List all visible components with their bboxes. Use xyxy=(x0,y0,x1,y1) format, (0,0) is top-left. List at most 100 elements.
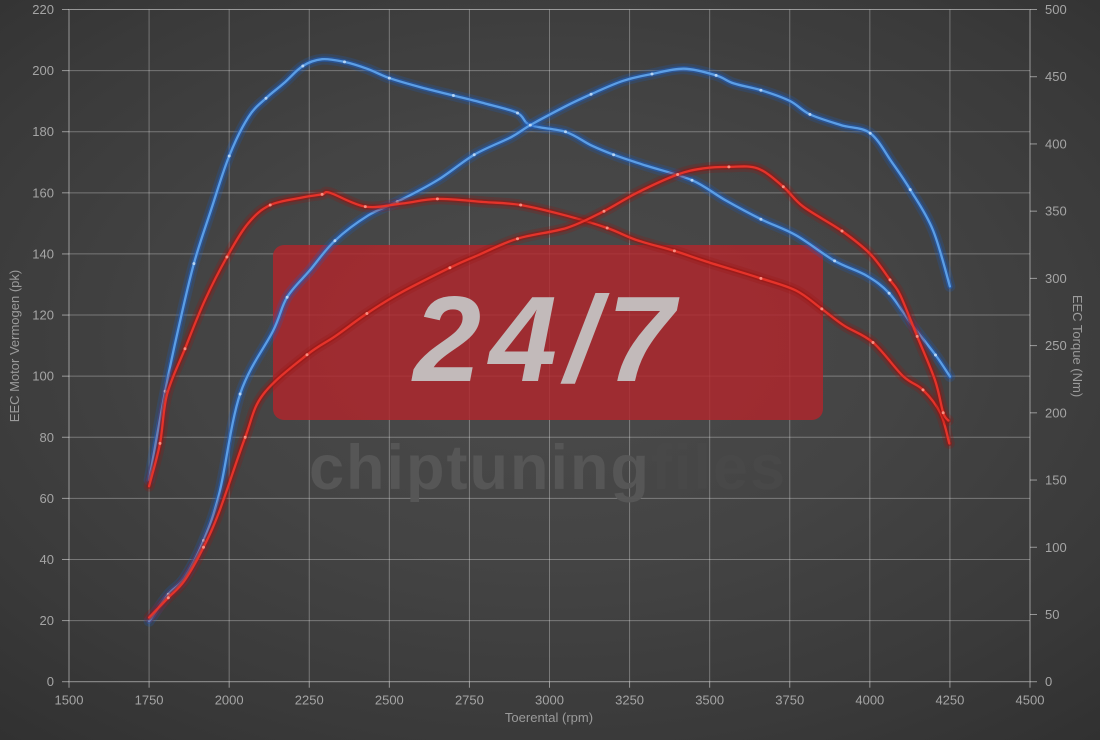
curve-power-curve-2 xyxy=(143,160,954,623)
watermark-logo-text: 24/7 xyxy=(411,271,682,407)
y-left-tick-label: 0 xyxy=(47,674,54,689)
curve-marker-dot xyxy=(472,153,476,157)
curve-marker-dot xyxy=(519,203,523,207)
plot-frame xyxy=(68,9,1031,683)
y-left-tick-label: 220 xyxy=(32,2,54,17)
y-right-tick-label: 200 xyxy=(1045,405,1067,420)
curve-marker-dot xyxy=(833,259,837,263)
x-tick-label: 2500 xyxy=(375,693,404,708)
y-right-tick-label: 500 xyxy=(1045,2,1067,17)
curve-marker-dot xyxy=(528,123,532,127)
y-left-tick-label: 80 xyxy=(40,430,54,445)
curve-marker-dot xyxy=(908,188,912,192)
curve-marker-dot xyxy=(202,545,205,549)
curve-marker-dot xyxy=(268,203,272,207)
curve-marker-dot xyxy=(690,178,694,182)
curve-marker-dot xyxy=(264,96,268,100)
y-right-tick-label: 350 xyxy=(1045,204,1067,219)
x-tick-label: 2000 xyxy=(215,693,244,708)
curve-marker-dot xyxy=(921,388,925,392)
y-left-tick-label: 100 xyxy=(32,369,54,384)
curve-marker-dot xyxy=(158,441,162,445)
curve-marker-dot xyxy=(759,276,763,280)
y-right-tick-label: 150 xyxy=(1045,473,1067,488)
curve-marker-dot xyxy=(435,197,439,201)
y-right-tick-label: 0 xyxy=(1045,674,1052,689)
x-tick-label: 3000 xyxy=(535,693,564,708)
watermark: 24/7 chiptuningfiles xyxy=(273,245,823,503)
curve-marker-dot xyxy=(365,312,369,315)
watermark-brand-text: chiptuningfiles xyxy=(309,433,787,503)
curve-marker-dot xyxy=(650,72,654,76)
x-tick-label: 4000 xyxy=(855,693,884,708)
watermark-brand-bold: chiptuning xyxy=(309,433,651,503)
curve-marker-dot xyxy=(820,307,824,311)
y-left-tick-label: 180 xyxy=(32,124,54,139)
curve-core xyxy=(147,190,951,488)
curve-marker-dot xyxy=(516,237,519,241)
x-tick-label: 4500 xyxy=(1016,693,1045,708)
x-tick-label: 1750 xyxy=(135,693,164,708)
y-left-axis-title: EEC Motor Vermogen (pk) xyxy=(7,270,22,422)
y-left-tick-label: 60 xyxy=(40,491,54,506)
curve-marker-dot xyxy=(333,239,337,243)
y-right-tick-label: 100 xyxy=(1045,540,1067,555)
y-right-tick-label: 400 xyxy=(1045,136,1067,151)
curve-marker-dot xyxy=(605,226,609,230)
y-left-tick-label: 160 xyxy=(32,185,54,200)
curve-marker-dot xyxy=(301,64,305,68)
y-right-tick-label: 300 xyxy=(1045,271,1067,286)
curve-marker-dot xyxy=(727,165,731,169)
curve-marker-dot xyxy=(887,291,891,295)
curve-marker-dot xyxy=(781,185,785,189)
curve-marker-dot xyxy=(516,111,519,115)
x-axis-title: Toerental (rpm) xyxy=(505,710,593,725)
curve-marker-dot xyxy=(243,435,247,439)
curve-power-curve-1 xyxy=(143,186,955,492)
curves-layer xyxy=(143,53,956,627)
curve-torque-curve-2 xyxy=(143,63,956,627)
curve-marker-dot xyxy=(166,596,170,600)
curve-marker-dot xyxy=(305,353,309,357)
curve-marker-dot xyxy=(759,217,763,221)
curve-marker-dot xyxy=(227,154,231,158)
curve-marker-dot xyxy=(612,153,616,157)
curve-marker-dot xyxy=(451,94,455,97)
curve-marker-dot xyxy=(564,130,567,134)
axis-frame-layer: 1500 1750 2000 2250 2500 2750 3000 3250 3500 3750… xyxy=(32,2,1066,708)
curve-marker-dot xyxy=(238,392,242,396)
curve-marker-dot xyxy=(868,131,872,135)
curve-marker-dot xyxy=(387,76,391,80)
y-left-tick-label: 120 xyxy=(32,308,54,323)
curve-marker-dot xyxy=(589,92,593,96)
curve-marker-dot xyxy=(759,88,763,92)
curve-marker-dot xyxy=(192,262,196,266)
y-right-tick-label: 250 xyxy=(1045,338,1067,353)
x-tick-label: 1500 xyxy=(55,693,84,708)
curve-marker-dot xyxy=(320,192,324,196)
x-tick-label: 3500 xyxy=(695,693,724,708)
y-left-tick-label: 140 xyxy=(32,246,54,261)
y-right-tick-label: 50 xyxy=(1045,607,1059,622)
y-right-tick-label: 450 xyxy=(1045,69,1067,84)
curve-marker-dot xyxy=(808,112,812,116)
curve-marker-dot xyxy=(676,173,680,176)
curve-torque-curve-1 xyxy=(143,53,956,486)
curve-marker-dot xyxy=(285,295,289,299)
curve-marker-dot xyxy=(871,341,875,344)
axis-text-layer: Toerental (rpm) EEC Motor Vermogen (pk) … xyxy=(7,270,1085,725)
x-tick-label: 4250 xyxy=(935,693,964,708)
curve-marker-dot xyxy=(840,229,844,233)
curve-marker-dot xyxy=(183,347,187,351)
curve-marker-dot xyxy=(225,255,229,259)
y-left-tick-label: 200 xyxy=(32,63,54,78)
curve-marker-dot xyxy=(672,249,676,253)
watermark-brand-light: files xyxy=(651,433,787,503)
curve-marker-dot xyxy=(934,353,937,357)
y-left-tick-label: 40 xyxy=(40,552,54,567)
curve-marker-dot xyxy=(714,73,718,77)
curve-marker-dot xyxy=(363,205,367,209)
curve-marker-dot xyxy=(941,411,945,415)
